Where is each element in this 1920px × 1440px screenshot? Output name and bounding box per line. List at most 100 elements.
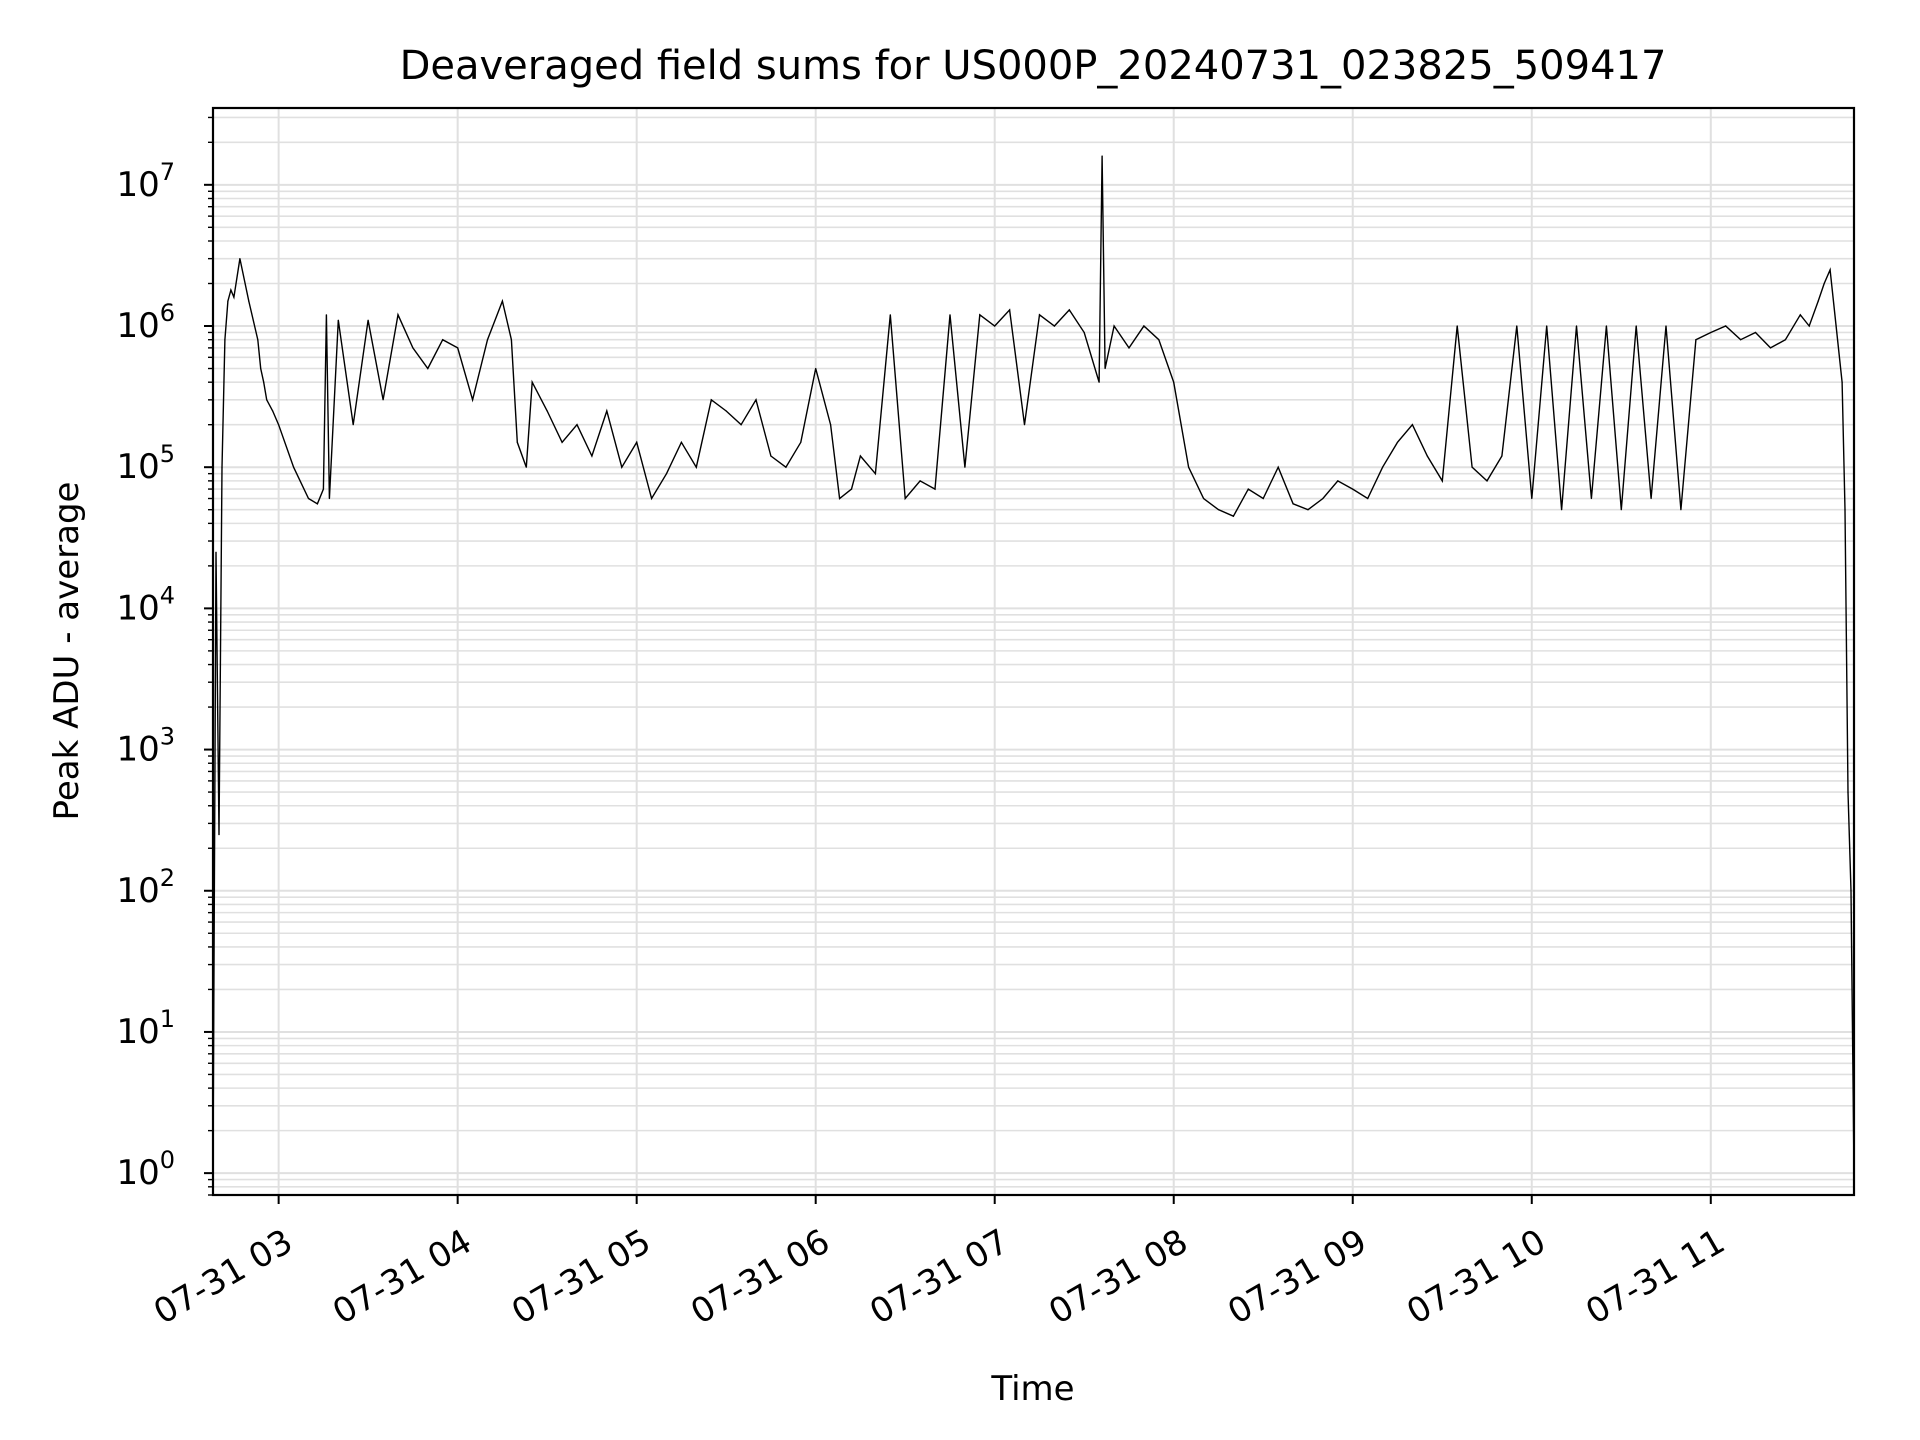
data-point: [651, 497, 653, 500]
y-tick-exponent: 5: [160, 440, 175, 468]
y-tick-label: 105: [116, 440, 175, 487]
data-point: [1322, 497, 1324, 500]
data-point: [994, 325, 996, 327]
data-point: [215, 551, 217, 553]
data-point: [839, 497, 841, 500]
data-point: [561, 441, 563, 443]
data-point: [964, 466, 966, 468]
data-point: [1292, 503, 1294, 505]
data-point: [1841, 381, 1843, 383]
y-tick-exponent: 3: [160, 723, 175, 751]
data-point: [1620, 509, 1622, 511]
data-point: [224, 339, 226, 341]
data-point: [1635, 325, 1637, 327]
data-point: [770, 455, 772, 457]
y-tick-exponent: 0: [160, 1146, 175, 1174]
data-point: [442, 339, 444, 341]
major-grid: [213, 108, 1854, 1195]
data-point: [1740, 339, 1742, 341]
data-point: [1068, 309, 1070, 311]
data-point: [221, 466, 223, 468]
data-point: [1575, 325, 1578, 327]
data-point: [1217, 509, 1220, 511]
data-point: [1188, 466, 1190, 468]
data-point: [1590, 497, 1592, 500]
data-point: [1531, 497, 1533, 500]
data-point: [710, 399, 712, 401]
data-point: [266, 399, 268, 401]
data-point: [248, 300, 250, 302]
data-point: [1053, 325, 1055, 327]
data-point: [1754, 331, 1757, 334]
data-point: [1396, 441, 1399, 443]
y-tick-label: 104: [116, 581, 175, 628]
data-point: [322, 488, 324, 490]
data-point: [1850, 890, 1852, 892]
data-point: [1038, 314, 1041, 316]
data-point: [665, 473, 668, 475]
data-point: [382, 399, 384, 401]
data-point: [1104, 367, 1106, 370]
data-point: [1456, 325, 1458, 327]
data-point: [1128, 347, 1130, 349]
data-point: [1262, 497, 1264, 500]
data-point: [397, 314, 399, 316]
y-tick-exponent: 2: [160, 864, 175, 892]
data-point: [1799, 314, 1801, 316]
data-point: [1113, 325, 1115, 327]
data-point: [1307, 509, 1309, 511]
data-point: [1710, 331, 1712, 334]
data-point: [230, 289, 232, 291]
data-point: [1083, 331, 1085, 334]
data-point: [1101, 155, 1103, 157]
data-point: [1650, 497, 1652, 500]
data-point: [1605, 325, 1607, 327]
data-point: [680, 441, 683, 443]
data-point: [1337, 480, 1339, 482]
y-tick-exponent: 1: [160, 1005, 175, 1033]
data-point: [337, 319, 339, 321]
data-point: [934, 488, 936, 490]
data-point: [949, 314, 951, 316]
data-point: [457, 347, 459, 349]
data-point: [919, 480, 921, 482]
data-point: [367, 319, 369, 321]
data-point: [278, 424, 280, 426]
data-point: [636, 441, 638, 443]
data-point: [1426, 455, 1428, 457]
data-point: [1247, 488, 1249, 490]
data-point: [516, 441, 518, 443]
chart-title: Deaveraged field sums for US000P_2024073…: [400, 43, 1667, 89]
data-point: [1829, 269, 1831, 271]
data-point: [218, 834, 220, 836]
series-line-0: [212, 155, 1855, 1174]
data-point: [1680, 509, 1682, 511]
data-point: [531, 381, 533, 383]
data-point: [1158, 339, 1160, 341]
data-point: [874, 473, 877, 475]
data-point: [1277, 466, 1279, 468]
data-point: [412, 347, 414, 349]
data-point: [1808, 325, 1810, 327]
data-point: [1486, 480, 1488, 482]
data-point: [260, 367, 262, 370]
minor-grid: [213, 116, 1854, 1196]
data-point: [272, 410, 274, 412]
data-point: [1725, 325, 1727, 327]
data-point: [1009, 309, 1011, 311]
data-point: [316, 503, 318, 505]
data-point: [591, 455, 593, 457]
data-point: [830, 424, 832, 426]
data-point: [1847, 791, 1849, 793]
data-point: [1665, 325, 1667, 327]
data-point: [800, 441, 802, 443]
data-point: [307, 497, 310, 500]
data-point: [1546, 325, 1548, 327]
data-point: [1098, 381, 1100, 383]
data-point: [1232, 515, 1234, 517]
y-tick-exponent: 6: [160, 299, 175, 327]
data-point: [1203, 497, 1205, 500]
data-point: [859, 455, 862, 457]
